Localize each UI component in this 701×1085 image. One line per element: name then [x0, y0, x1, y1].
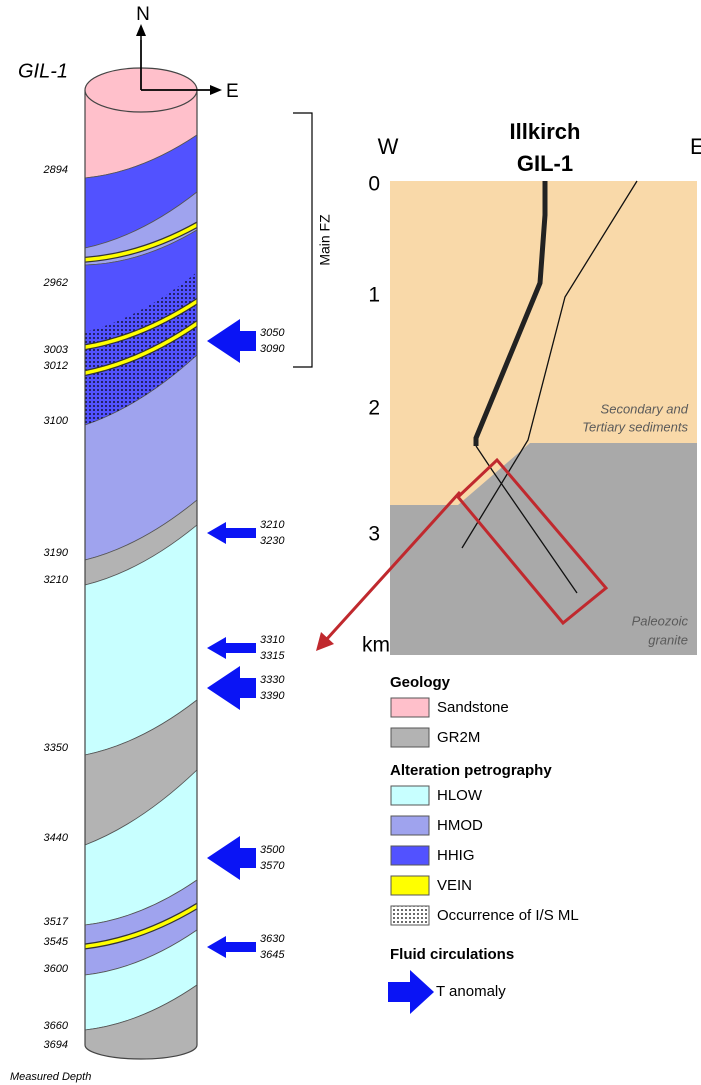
legend-swatch [390, 785, 430, 806]
west-label: W [378, 134, 399, 159]
legend-swatch [390, 905, 430, 926]
fault-trace [461, 180, 638, 549]
well-name: GIL-1 [18, 60, 68, 82]
vein [85, 220, 197, 262]
depth-label: 2894 [43, 164, 68, 176]
anomaly-depth: 3210 [260, 519, 285, 531]
east-head [210, 85, 222, 95]
well-branch [475, 445, 578, 594]
anomaly-depth: 3050 [260, 327, 285, 339]
column-outline [84, 90, 198, 1060]
anomaly-depth: 3315 [260, 650, 285, 662]
legend-swatch [390, 697, 430, 718]
anomaly-arrow [207, 319, 256, 363]
depth-tick: 1 [368, 284, 380, 307]
depth-label: 3210 [44, 574, 69, 586]
well-column [85, 68, 197, 1059]
anomaly-arrow [207, 666, 256, 710]
legend-arrow [388, 970, 434, 1014]
legend-item: HHIG [437, 847, 475, 864]
depth-label: 3190 [44, 547, 69, 559]
depth-label: 2962 [43, 277, 68, 289]
zoom-arrow-head [316, 632, 334, 651]
legend-item: T anomaly [436, 983, 506, 1000]
depth-tick: 3 [368, 523, 380, 546]
cross-section: Illkirch GIL-1 W E 0 1 2 3 km Secondary … [316, 119, 701, 657]
legend-heading: Geology [390, 674, 451, 691]
legend-swatch [390, 875, 430, 896]
sediment-zone [390, 181, 697, 505]
east-section-label: E [690, 134, 701, 159]
depth-label: 3100 [44, 415, 69, 427]
zoom-frame [455, 457, 609, 626]
anomaly-depth: 3390 [260, 690, 285, 702]
depth-label: 3694 [44, 1039, 68, 1051]
east-label: E [226, 81, 239, 102]
clay-occurrence [85, 272, 197, 425]
anomaly-arrow [207, 836, 256, 880]
section-well: GIL-1 [517, 151, 573, 176]
zoom-arrow [324, 490, 462, 642]
anomaly-depth: 3500 [260, 844, 285, 856]
vein [85, 296, 197, 350]
legend-item: HLOW [437, 787, 483, 804]
legend-item: VEIN [437, 877, 472, 894]
depth-label: 3440 [44, 832, 69, 844]
north-label: N [136, 4, 150, 25]
layer [85, 984, 197, 1059]
anomaly-depth: 3090 [260, 343, 285, 355]
depth-label: 3350 [44, 742, 69, 754]
well-trajectory [473, 181, 548, 446]
legend-item: GR2M [437, 729, 480, 746]
legend-item: Sandstone [437, 699, 509, 716]
anomaly-depth: 3230 [260, 535, 285, 547]
anomaly-depth: 3570 [260, 860, 285, 872]
depth-label: 3517 [44, 916, 69, 928]
fault-zone-bracket [293, 112, 313, 368]
depth-tick: 0 [368, 173, 380, 196]
depth-label: 3545 [44, 936, 69, 948]
depth-unit: km [362, 634, 390, 657]
sediments-label: Tertiary sediments [582, 419, 688, 434]
north-head [136, 24, 146, 36]
depth-label: 3600 [44, 963, 69, 975]
legend-swatch [390, 845, 430, 866]
vein [85, 318, 197, 376]
anomaly-depth: 3330 [260, 674, 285, 686]
granite-label: granite [648, 632, 688, 647]
anomaly-depth: 3645 [260, 949, 285, 961]
anomaly-arrow [207, 522, 256, 544]
depth-caption: Measured Depth [10, 1071, 91, 1083]
anomaly-depth: 3310 [260, 634, 285, 646]
section-title: Illkirch [510, 119, 581, 144]
sediments-label: Secondary and [601, 401, 689, 416]
legend-heading: Alteration petrography [390, 762, 552, 779]
anomaly-arrow [207, 936, 256, 958]
depth-label: 3660 [44, 1020, 69, 1032]
vein [85, 901, 197, 949]
legend: Geology Sandstone GR2M Alteration petrog… [388, 674, 579, 1014]
depth-tick: 2 [368, 397, 380, 420]
legend-swatch [390, 815, 430, 836]
anomaly-arrow [207, 637, 256, 659]
legend-item: Occurrence of I/S ML [437, 907, 579, 924]
anomaly-depth: 3630 [260, 933, 285, 945]
granite-label: Paleozoic [632, 613, 689, 628]
legend-swatch [390, 727, 430, 748]
depth-label: 3012 [44, 360, 68, 372]
legend-item: HMOD [437, 817, 483, 834]
legend-heading: Fluid circulations [390, 946, 514, 963]
fault-zone-label: Main FZ [317, 214, 333, 266]
depth-label: 3003 [44, 344, 69, 356]
